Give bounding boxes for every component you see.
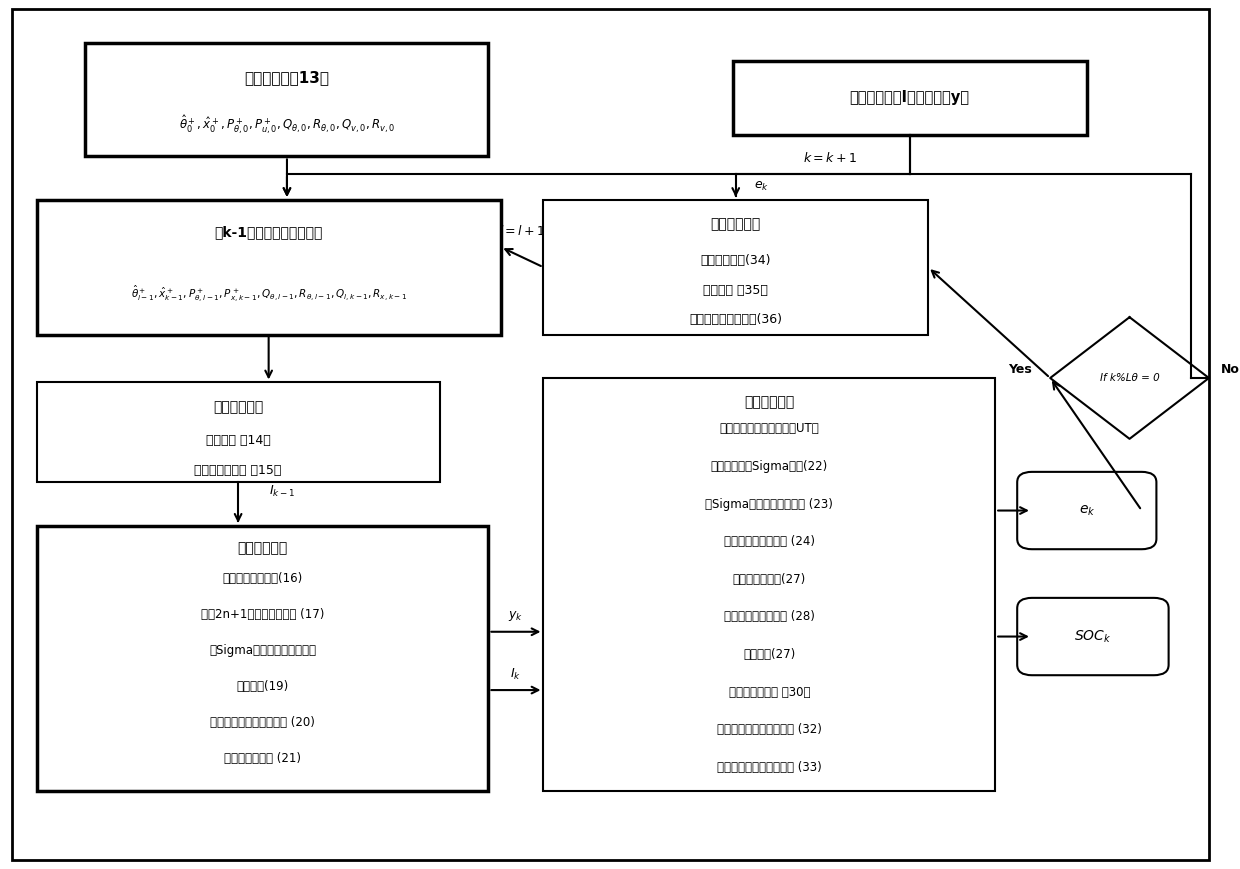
Text: 参数时间更新: 参数时间更新 [213,401,263,415]
Text: 参数增益矩阵(34): 参数增益矩阵(34) [701,254,771,267]
FancyBboxPatch shape [1017,598,1168,675]
Text: 计算卡尔曼增益矩阵 (28): 计算卡尔曼增益矩阵 (28) [724,610,815,623]
Text: 换，产生新的Sigma点集(22): 换，产生新的Sigma点集(22) [711,460,828,473]
FancyBboxPatch shape [733,61,1086,135]
Text: 对Sigma点集中的状态值进行: 对Sigma点集中的状态值进行 [210,644,316,657]
Text: Yes: Yes [1008,363,1032,375]
Text: 在k-1时刻的状态和参数值: 在k-1时刻的状态和参数值 [215,225,322,239]
Text: 计算系统预测的均值 (24): 计算系统预测的均值 (24) [724,535,815,548]
Text: $k=k+1$: $k=k+1$ [804,151,857,165]
Text: 参数协方差矩阵更新(36): 参数协方差矩阵更新(36) [689,313,782,326]
Text: 参数测量更新: 参数测量更新 [711,217,761,231]
FancyBboxPatch shape [543,378,996,791]
Text: 根据一部预测结果求均值 (20): 根据一部预测结果求均值 (20) [210,716,315,729]
Text: 参数更新 （35）: 参数更新 （35） [703,283,768,296]
Text: 计算2n+1个采样点状态值 (17): 计算2n+1个采样点状态值 (17) [201,608,324,621]
Text: $y_k$: $y_k$ [508,609,523,623]
Polygon shape [1050,317,1209,439]
Text: 利用预测的状态再次进行UT变: 利用预测的状态再次进行UT变 [719,422,820,435]
Text: 更新状态(27): 更新状态(27) [743,648,795,661]
Text: $I_{k-1}$: $I_{k-1}$ [269,483,295,499]
Text: 更新过程噪声协方差矩阵 (32): 更新过程噪声协方差矩阵 (32) [717,723,822,736]
Text: 状态测量更新: 状态测量更新 [744,395,795,409]
Text: 一步预测(19): 一步预测(19) [237,680,289,693]
Text: $\hat{\theta}_0^+, \hat{x}_0^+, P_{\theta,0}^+, P_{u,0}^+, Q_{\theta,0}, R_{\the: $\hat{\theta}_0^+, \hat{x}_0^+, P_{\thet… [179,113,396,136]
Text: If k%Lθ = 0: If k%Lθ = 0 [1100,373,1159,383]
FancyBboxPatch shape [1017,472,1157,549]
Text: 更新状态协方差 （30）: 更新状态协方差 （30） [729,686,810,699]
FancyBboxPatch shape [37,382,440,482]
Text: 参数预测 （14）: 参数预测 （14） [206,434,270,447]
FancyBboxPatch shape [37,526,489,791]
Text: 将Sigma点集代入观测方程 (23): 将Sigma点集代入观测方程 (23) [706,498,833,510]
Text: $\hat{\theta}_{l-1}^+, \hat{x}_{k-1}^+, P_{\theta,l-1}^+, P_{x,k-1}^+, Q_{\theta: $\hat{\theta}_{l-1}^+, \hat{x}_{k-1}^+, … [130,284,407,304]
Text: $e_k$: $e_k$ [1079,503,1095,518]
Text: 测量的电流（I）和电压（y）: 测量的电流（I）和电压（y） [849,90,970,105]
Text: 状态协方差预测 (21): 状态协方差预测 (21) [224,753,301,766]
Text: 计算系统中新息(27): 计算系统中新息(27) [733,573,806,586]
Text: $SOC_k$: $SOC_k$ [1074,628,1111,645]
Text: No: No [1221,363,1240,375]
FancyBboxPatch shape [37,200,501,335]
Text: 计算采样点的权值(16): 计算采样点的权值(16) [222,573,303,585]
Text: $e_k$: $e_k$ [754,180,769,194]
Text: 参数协方差预测 （15）: 参数协方差预测 （15） [195,464,281,477]
FancyBboxPatch shape [543,200,928,335]
Text: $I_k$: $I_k$ [511,667,522,682]
Text: $l=l+1$: $l=l+1$ [498,224,546,238]
FancyBboxPatch shape [86,43,489,156]
FancyBboxPatch shape [12,9,1209,860]
Text: 状态时间更新: 状态时间更新 [237,541,288,555]
Text: 参数初始化（13）: 参数初始化（13） [244,70,330,85]
Text: 更新观测噪声协方差矩阵 (33): 更新观测噪声协方差矩阵 (33) [717,760,822,773]
